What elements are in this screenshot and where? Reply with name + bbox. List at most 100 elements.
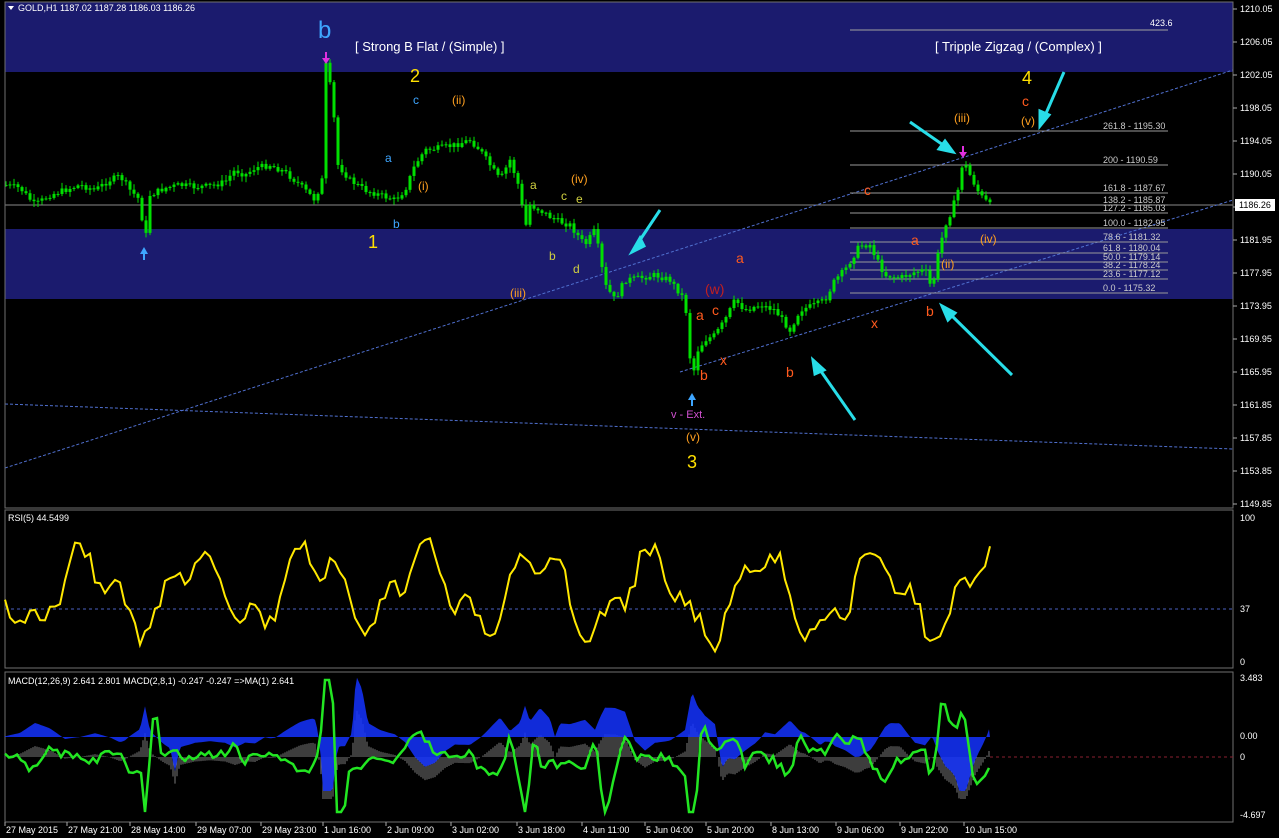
wave-label: (ii) — [452, 93, 465, 107]
candle-body — [600, 243, 604, 267]
price-tick-label: 1198.05 — [1240, 103, 1272, 113]
candle-body — [548, 212, 552, 219]
candle-body — [860, 245, 864, 247]
wave-label: (iii) — [954, 111, 970, 125]
price-tick-label: 1161.85 — [1240, 400, 1272, 410]
candle-body — [632, 276, 636, 278]
candle-body — [796, 315, 800, 325]
wave-label: a — [911, 232, 919, 248]
symbol-header: GOLD,H1 1187.02 1187.28 1186.03 1186.26 — [18, 3, 195, 13]
time-tick-label: 8 Jun 13:00 — [772, 825, 819, 835]
candle-body — [816, 300, 820, 304]
candle-body — [536, 208, 540, 211]
fib-label: 50.0 - 1179.14 — [1103, 252, 1160, 262]
rsi-pane[interactable] — [4, 509, 1234, 669]
macd-fill — [5, 677, 990, 791]
wave-label: 2 — [410, 66, 420, 86]
candle-body — [736, 299, 740, 304]
candle-body — [20, 187, 24, 192]
time-tick-label: 10 Jun 15:00 — [965, 825, 1017, 835]
trendline-lower[interactable] — [679, 199, 1234, 373]
time-tick-label: 1 Jun 16:00 — [324, 825, 371, 835]
candle-body — [236, 170, 240, 174]
candle-body — [268, 166, 272, 169]
candle-body — [144, 220, 148, 233]
candle-body — [208, 183, 212, 185]
wave-label: b — [549, 249, 556, 263]
arrow-5 — [1042, 71, 1066, 119]
candle-body — [348, 177, 352, 179]
arrow-4-head — [936, 138, 957, 155]
trendline-upper[interactable] — [4, 69, 1234, 469]
candle-body — [964, 165, 968, 168]
arrow-3 — [946, 310, 1014, 377]
arrow-2-head — [810, 356, 827, 377]
candle-body — [88, 188, 92, 190]
candle-body — [768, 306, 772, 310]
candle-body — [320, 178, 324, 194]
wave-label: d — [573, 262, 580, 276]
candle-body — [100, 183, 104, 187]
candle-body — [720, 322, 724, 329]
wave-label: b — [318, 17, 331, 44]
candle-body — [516, 173, 520, 184]
candle-body — [228, 175, 232, 181]
candle-body — [444, 144, 448, 146]
candle-body — [220, 180, 224, 187]
candle-body — [680, 293, 684, 295]
candle-body — [836, 276, 840, 280]
wave-label: 3 — [687, 452, 697, 472]
candle-body — [596, 229, 600, 244]
candle-body — [12, 184, 16, 186]
candle-body — [396, 197, 400, 199]
candle-body — [944, 225, 948, 238]
candle-body — [676, 283, 680, 294]
candle-body — [924, 269, 928, 271]
candle-body — [232, 170, 236, 176]
candle-body — [452, 143, 456, 148]
time-tick-label: 28 May 14:00 — [131, 825, 186, 835]
macd-pane[interactable] — [4, 671, 1234, 823]
candle-body — [968, 165, 972, 175]
fibonacci-levels[interactable]: 261.8 - 1195.30 200 - 1190.59 161.8 - 1187… — [850, 121, 1168, 294]
candle-body — [96, 186, 100, 190]
candle-body — [524, 204, 528, 225]
candle-body — [932, 279, 936, 284]
candle-body — [448, 144, 452, 148]
candle-body — [424, 148, 428, 155]
candle-body — [308, 189, 312, 194]
candle-body — [316, 193, 320, 201]
candle-body — [828, 291, 832, 301]
candle-body — [752, 306, 756, 311]
candle-body — [684, 294, 688, 313]
candle-body — [64, 188, 68, 192]
pivot-up-head-1 — [140, 247, 148, 254]
candle-body — [160, 188, 164, 192]
candle-body — [188, 183, 192, 185]
rsi-level-label: 100 — [1240, 513, 1255, 523]
candle-body — [852, 257, 856, 264]
arrow-4 — [909, 120, 947, 149]
candle-body — [984, 195, 988, 200]
wave-label: e — [576, 192, 583, 206]
symbol-menu-icon[interactable] — [8, 6, 14, 10]
pivot-markers — [140, 52, 967, 406]
candle-body — [508, 159, 512, 168]
wave-label: b — [393, 217, 400, 231]
candle-body — [172, 184, 176, 187]
wave-label: b — [700, 367, 708, 383]
time-tick-label: 27 May 21:00 — [68, 825, 123, 835]
macd-level-label: 0.00 — [1240, 731, 1258, 741]
candle-body — [392, 197, 396, 199]
price-axis[interactable]: 1210.05 1206.05 1202.05 1198.05 1194.05 1190.… — [1233, 4, 1273, 509]
wave-label: (iii) — [510, 286, 526, 300]
candle-body — [284, 169, 288, 172]
candle-body — [952, 200, 956, 218]
candle-body — [52, 193, 56, 198]
candle-body — [288, 171, 292, 179]
candle-body — [936, 253, 940, 280]
time-axis[interactable]: 27 May 2015 27 May 21:00 28 May 14:00 29 Ma… — [4, 822, 1017, 835]
candle-body — [928, 270, 932, 284]
wave-label: b — [786, 364, 794, 380]
